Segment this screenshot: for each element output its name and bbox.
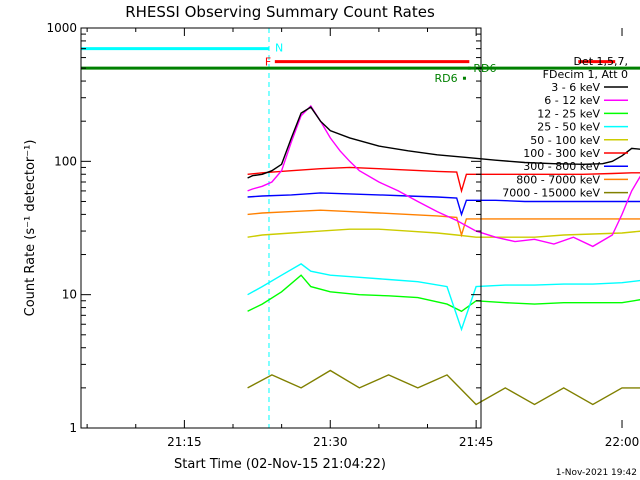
x-tick-label: 21:30 — [313, 435, 348, 449]
series-line — [247, 228, 640, 238]
series-line — [247, 274, 640, 313]
y-tick-label: 1000 — [46, 21, 77, 35]
plot-area: NFSRD6RD6 — [80, 28, 640, 428]
legend-entry-label: 50 - 100 keV — [530, 134, 600, 147]
legend-header-decimation: FDecim 1, Att 0 — [543, 68, 628, 81]
series-line — [247, 209, 640, 238]
y-tick-label: 1 — [69, 421, 77, 435]
legend-entry-label: 3 - 6 keV — [551, 81, 600, 94]
flag-label: N — [275, 42, 283, 55]
series-line — [247, 106, 640, 179]
y-axis-label: Count Rate (s⁻¹ detector⁻¹) — [23, 140, 38, 317]
legend-entry-label: 6 - 12 keV — [544, 94, 600, 107]
flag-point — [462, 76, 466, 80]
series-line — [247, 263, 640, 332]
legend-entry-label: 12 - 25 keV — [537, 107, 600, 120]
legend-entry-label: 100 - 300 keV — [523, 147, 600, 160]
x-axis-label: Start Time (02-Nov-15 21:04:22) — [174, 457, 386, 472]
flag-point — [467, 66, 471, 70]
legend-entry-label: 300 - 800 keV — [523, 160, 600, 173]
legend-entry-label: 800 - 7000 keV — [516, 173, 600, 186]
x-tick-label: 21:15 — [167, 435, 202, 449]
flag-label: RD6 — [434, 72, 457, 85]
x-tick-label: 22:00 — [605, 435, 640, 449]
legend-entry-label: 25 - 50 keV — [537, 121, 600, 134]
chart-title: RHESSI Observing Summary Count Rates — [125, 3, 435, 21]
y-tick-label: 100 — [54, 154, 77, 168]
series-line — [247, 166, 640, 194]
legend-header-detectors: Det 1,5,7, — [573, 55, 628, 68]
flag-label: RD6 — [473, 62, 496, 75]
x-tick-label: 21:45 — [459, 435, 494, 449]
flag-label: F — [265, 56, 271, 69]
legend-entry-label: 7000 - 15000 keV — [502, 187, 600, 200]
plot-frame — [80, 27, 482, 429]
series-line — [247, 192, 640, 217]
footer-timestamp: 1-Nov-2021 19:42 — [556, 468, 637, 478]
series-line — [247, 369, 640, 406]
series-line — [247, 104, 640, 248]
y-tick-label: 10 — [62, 288, 77, 302]
